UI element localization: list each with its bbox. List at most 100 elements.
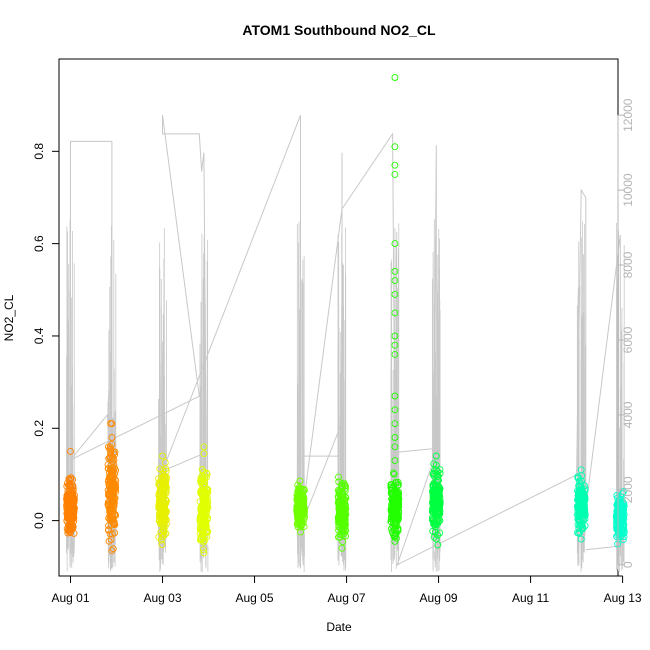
- data-point: [391, 74, 399, 81]
- data-point: [110, 518, 118, 526]
- data-point: [108, 420, 116, 428]
- data-point: [67, 509, 75, 517]
- data-point: [391, 457, 399, 465]
- data-point: [391, 143, 399, 151]
- data-point: [197, 479, 205, 487]
- data-point: [429, 481, 437, 489]
- data-point: [204, 503, 212, 511]
- data-point: [107, 450, 114, 458]
- data-point: [430, 516, 438, 523]
- y2-tick-label: 6000: [621, 326, 635, 353]
- data-point: [431, 528, 439, 536]
- y-tick-label: 0.0: [32, 512, 46, 529]
- data-point: [63, 501, 71, 509]
- data-point: [432, 461, 440, 469]
- data-point: [574, 529, 581, 537]
- data-point: [70, 496, 78, 504]
- data-point: [340, 530, 348, 538]
- data-point: [110, 497, 118, 505]
- data-point: [104, 526, 112, 534]
- data-point: [297, 484, 304, 492]
- data-point: [334, 492, 342, 500]
- data-point: [579, 488, 586, 496]
- data-point: [338, 544, 346, 552]
- data-point: [157, 520, 165, 528]
- data-point: [70, 529, 78, 537]
- data-point: [295, 485, 303, 493]
- data-point: [199, 546, 207, 554]
- data-point: [67, 447, 74, 455]
- data-point: [578, 511, 586, 519]
- data-point: [395, 507, 403, 515]
- data-point: [394, 515, 402, 523]
- data-point: [161, 514, 169, 522]
- data-point: [391, 525, 399, 533]
- data-point: [391, 350, 399, 358]
- data-point: [391, 420, 399, 428]
- x-tick-label: Aug 01: [51, 591, 89, 605]
- y-tick-label: 0.4: [32, 327, 46, 344]
- data-point: [108, 487, 116, 495]
- data-point: [391, 341, 399, 349]
- y-axis-label: NO2_CL: [2, 294, 16, 341]
- data-point: [395, 495, 403, 503]
- data-point: [294, 512, 302, 519]
- data-point: [391, 267, 399, 275]
- data-point: [390, 533, 398, 541]
- data-point: [619, 505, 627, 512]
- data-point: [201, 525, 209, 533]
- data-point: [155, 533, 163, 541]
- data-point: [391, 277, 399, 285]
- data-point: [432, 487, 440, 495]
- data-point: [158, 497, 166, 505]
- data-point: [67, 506, 75, 514]
- data-point: [69, 482, 77, 490]
- data-point: [109, 493, 117, 501]
- data-point: [391, 434, 399, 441]
- data-point: [338, 480, 346, 488]
- data-point: [64, 513, 71, 521]
- data-point: [66, 482, 74, 490]
- data-point: [108, 434, 116, 441]
- data-point: [429, 489, 437, 496]
- data-point: [200, 529, 208, 537]
- data-point: [200, 443, 208, 451]
- data-point: [199, 515, 207, 523]
- data-point: [387, 487, 395, 495]
- data-point: [160, 504, 168, 512]
- y2-axis: 0 2000 4000 6000 8000 10000 12000: [617, 98, 635, 568]
- data-point: [109, 519, 117, 527]
- data-point: [297, 503, 305, 511]
- data-point: [618, 517, 626, 525]
- data-point: [105, 505, 113, 513]
- data-point: [298, 493, 306, 501]
- data-point: [339, 520, 346, 528]
- data-point: [575, 489, 583, 497]
- data-point: [199, 495, 207, 503]
- x-tick-label: Aug 11: [512, 591, 549, 605]
- data-point: [391, 406, 399, 414]
- data-point: [64, 500, 72, 508]
- data-point: [110, 460, 118, 468]
- data-point: [65, 526, 73, 534]
- data-point: [574, 487, 581, 495]
- data-point: [616, 533, 624, 541]
- data-point: [65, 487, 73, 495]
- data-point: [432, 523, 439, 531]
- y-axis: 0.0 0.2 0.4 0.6 0.8: [32, 143, 60, 529]
- data-point: [108, 530, 116, 538]
- data-point: [111, 520, 118, 528]
- x-tick-label: Aug 07: [328, 591, 366, 605]
- data-point: [391, 161, 399, 169]
- data-point: [391, 392, 399, 400]
- data-point: [106, 512, 114, 519]
- data-point: [296, 477, 304, 485]
- data-point: [389, 469, 397, 477]
- x-tick-label: Aug 03: [143, 591, 181, 605]
- data-point: [574, 474, 582, 482]
- data-point: [432, 506, 440, 514]
- data-point: [391, 443, 399, 451]
- data-point: [575, 525, 583, 533]
